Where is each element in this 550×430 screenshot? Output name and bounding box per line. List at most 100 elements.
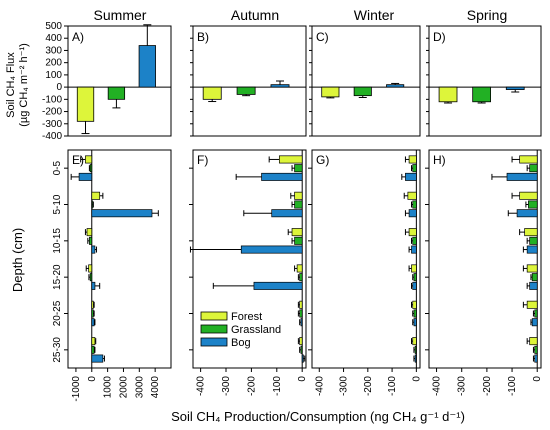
bar-grassland: [294, 200, 303, 209]
panel-label: H): [433, 153, 446, 167]
bar-bog: [91, 318, 95, 327]
panel-frame: [311, 149, 421, 369]
x-tick-label: 1000: [103, 376, 114, 399]
season-title-winter: Winter: [354, 7, 395, 23]
panel-label: E): [72, 153, 84, 167]
legend-swatch-bog: [200, 337, 228, 347]
bar-grassland: [89, 164, 93, 173]
panel-label: F): [197, 153, 208, 167]
x-tick-label: -400: [196, 376, 207, 396]
y-tick-label: -100: [42, 94, 62, 105]
depth-tick-label: 10-15: [52, 228, 63, 254]
bar-bog: [240, 245, 303, 254]
bar-forest: [299, 337, 303, 346]
depth-panel-2: F) -400 -300 -200 -100 0: [189, 149, 308, 396]
x-tick-label: 0: [532, 376, 543, 382]
bar-forest: [438, 86, 458, 103]
bar-forest: [519, 191, 538, 200]
x-tick-label: 0: [411, 376, 422, 382]
header-titles: Summer Autumn Winter Spring: [94, 7, 508, 23]
x-tick-label: -100: [387, 376, 398, 396]
bar-bog: [270, 84, 290, 88]
depth-tick-label: 5-10: [52, 194, 63, 214]
bar-bog: [91, 209, 153, 218]
depth-tick-label: 20-25: [52, 300, 63, 326]
bar-forest: [412, 300, 417, 309]
bar-forest: [278, 155, 303, 164]
bar-bog: [529, 281, 538, 290]
bar-grassland: [534, 309, 538, 318]
y-tick-label: 400: [45, 33, 62, 44]
bar-bog: [138, 45, 156, 88]
bar-bog: [271, 209, 303, 218]
bar-grassland: [413, 309, 417, 318]
x-tick-label: -200: [482, 376, 493, 396]
bar-bog: [253, 281, 303, 290]
bar-forest: [408, 228, 417, 237]
bar-grassland: [294, 236, 303, 245]
top-panel-3: C): [309, 25, 421, 137]
bar-grassland: [472, 86, 491, 103]
bar-grassland: [529, 236, 538, 245]
bar-forest: [526, 300, 538, 309]
legend-label-bog: Bog: [231, 337, 251, 349]
bar-forest: [91, 191, 101, 200]
x-tick-label: -200: [246, 376, 257, 396]
panel-label: B): [197, 30, 209, 44]
bar-grassland: [299, 273, 303, 282]
bar-bog: [261, 172, 303, 181]
season-title-summer: Summer: [94, 7, 147, 23]
bar-bog: [526, 245, 538, 254]
bar-grassland: [91, 345, 95, 354]
depth-panel-1: E) -1000 0 1000 2000 3000 4000 0-5 5-10 10-15 15-2…: [52, 149, 172, 402]
bar-grassland: [412, 200, 417, 209]
panel-frame: [192, 25, 307, 137]
bar-bog: [505, 86, 525, 90]
top-ylabel-line2: (µg CH₄ m⁻² h⁻¹): [18, 43, 30, 127]
bar-bog: [516, 209, 538, 218]
bar-bog: [301, 354, 304, 363]
x-tick-label: -200: [363, 376, 374, 396]
top-ylabel-line1: Soil CH₄ Flux: [5, 52, 17, 118]
x-tick-label: -400: [314, 376, 325, 396]
bar-bog: [405, 172, 417, 181]
x-tick-label: 3000: [134, 376, 145, 399]
bar-bog: [386, 84, 405, 88]
bar-forest: [76, 86, 95, 122]
bar-forest: [321, 86, 340, 98]
depth-tick-label: 0-5: [52, 161, 63, 176]
bar-bog: [78, 172, 93, 181]
x-tick-label: 0: [87, 376, 98, 382]
y-tick-label: 100: [45, 70, 62, 81]
y-tick-label: -300: [42, 119, 62, 130]
y-tick-label: 200: [45, 58, 62, 69]
bar-grassland: [107, 86, 126, 100]
bar-bog: [91, 281, 96, 290]
bar-grassland: [529, 164, 538, 173]
bar-grassland: [91, 200, 93, 209]
bar-forest: [299, 300, 303, 309]
bar-grassland: [534, 345, 538, 354]
bar-bog: [412, 281, 417, 290]
bar-bog: [408, 209, 417, 218]
shared-xlabel: Soil CH₄ Production/Consumption (ng CH₄ …: [171, 409, 465, 424]
bar-grassland: [299, 309, 303, 318]
bar-forest: [411, 264, 417, 273]
legend-swatch-grassland: [200, 324, 228, 334]
bar-grassland: [531, 273, 538, 282]
panel-frame: [67, 25, 172, 137]
x-tick-label: -300: [221, 376, 232, 396]
x-tick-label: -400: [432, 376, 443, 396]
top-panel-4: D): [426, 25, 542, 137]
bar-forest: [85, 155, 93, 164]
season-title-autumn: Autumn: [231, 7, 279, 23]
bar-forest: [526, 264, 538, 273]
bar-bog: [534, 354, 538, 363]
bar-forest: [86, 228, 93, 237]
bar-bog: [414, 354, 417, 363]
bar-grassland: [528, 200, 538, 209]
top-panel-2: B): [190, 25, 307, 137]
